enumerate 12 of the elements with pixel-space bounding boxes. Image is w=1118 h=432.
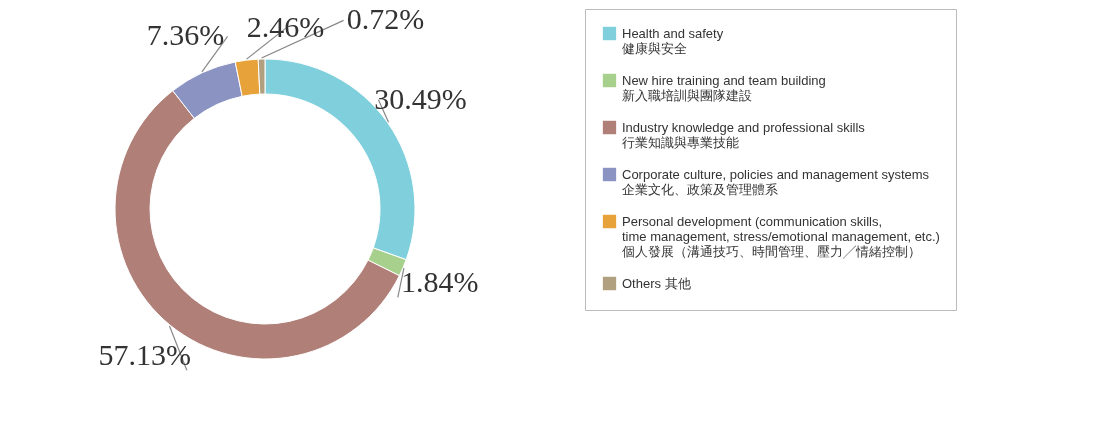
data-label: 7.36% [146, 18, 225, 52]
data-label: 2.46% [246, 10, 325, 44]
legend-label: Health and safety 健康與安全 [622, 25, 724, 56]
legend-label: Industry knowledge and professional skills 行業知識與專業技能 [622, 119, 866, 150]
data-label: 1.84% [401, 265, 479, 299]
legend-label: New hire training and team building 新入職培訓與團隊建設 [622, 72, 826, 103]
data-label: 0.72% [346, 2, 425, 36]
legend-label: Others 其他 [622, 275, 691, 291]
data-label: 57.13% [98, 338, 192, 372]
data-label: 30.49% [374, 81, 467, 115]
legend-label: Corporate culture, policies and management systems 企業文化、政策及管理體系 [622, 166, 930, 197]
legend-label: Personal development (communication skills, time management, stress/emotional management, etc.) 個人發展（溝通技巧、時間管理、壓力╱情緒控制） [622, 213, 940, 259]
